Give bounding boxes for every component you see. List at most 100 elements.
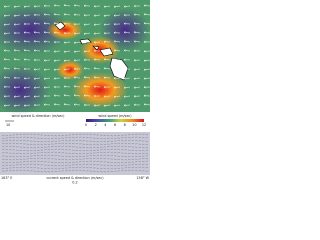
current-arrow	[82, 170, 86, 172]
current-arrow	[54, 167, 58, 170]
current-arrow	[1, 137, 5, 139]
current-arrow	[117, 167, 121, 169]
current-arrow	[5, 161, 9, 164]
current-arrow	[92, 164, 96, 166]
wind-arrow	[43, 31, 51, 34]
current-arrow	[15, 169, 19, 172]
wind-arrow	[143, 68, 151, 72]
current-arrow	[85, 160, 89, 163]
current-arrow	[124, 169, 128, 172]
current-arrow	[138, 133, 142, 136]
current-arrow	[57, 161, 61, 164]
current-arrow	[22, 166, 26, 169]
current-arrow	[75, 149, 79, 151]
wind-arrow	[113, 76, 121, 80]
high-wind-area	[56, 60, 84, 80]
current-arrow	[124, 158, 128, 161]
current-arrow	[43, 167, 47, 169]
current-arrow	[36, 164, 40, 166]
current-arrow	[71, 134, 75, 136]
current-arrow	[110, 164, 114, 167]
wind-arrow	[13, 67, 21, 70]
current-arrow	[141, 158, 145, 160]
current-arrow	[103, 149, 107, 151]
current-arrow	[124, 137, 128, 139]
current-arrow	[85, 133, 89, 136]
current-arrow	[75, 169, 79, 172]
current-arrow	[40, 140, 44, 143]
current-arrow	[1, 161, 5, 164]
current-arrow	[29, 143, 33, 145]
current-arrow	[75, 139, 79, 142]
current-arrow	[15, 155, 19, 158]
wind-arrow	[113, 22, 121, 26]
current-arrow	[110, 145, 114, 148]
wind-arrow	[143, 94, 151, 97]
current-arrow	[106, 167, 110, 170]
current-arrow	[57, 164, 61, 167]
current-arrow	[99, 143, 103, 146]
low-wind-area	[0, 5, 70, 55]
current-arrow	[127, 158, 131, 161]
current-arrow	[36, 157, 40, 160]
wind-arrow	[33, 86, 41, 89]
wind-arrow	[83, 67, 91, 70]
current-arrow	[64, 158, 68, 161]
wind-arrow	[93, 76, 101, 79]
current-arrow	[89, 167, 93, 169]
current-arrow	[36, 170, 40, 172]
current-arrow	[103, 164, 107, 166]
current-arrow	[29, 137, 33, 139]
wind-arrow	[143, 4, 151, 7]
current-arrow	[89, 163, 93, 166]
current-arrow	[134, 169, 138, 172]
current-arrow	[40, 143, 44, 146]
wind-arrow	[113, 48, 121, 52]
wind-arrow	[63, 50, 71, 53]
current-arrow	[54, 151, 58, 154]
page: wind speed & direction (m/sec) 10 wind s…	[0, 0, 151, 185]
wind-arrow	[63, 31, 71, 35]
current-arrow	[47, 154, 51, 157]
current-arrow	[75, 166, 79, 169]
current-arrow	[78, 136, 82, 139]
wind-arrow	[133, 59, 141, 62]
wind-arrow	[143, 31, 151, 34]
current-arrow	[145, 146, 149, 149]
wind-arrow	[33, 77, 41, 80]
current-arrow	[36, 140, 40, 143]
current-arrow	[50, 146, 54, 148]
current-arrow	[54, 161, 58, 163]
wind-arrow	[93, 41, 101, 44]
wind-arrow	[53, 94, 61, 97]
current-arrow	[99, 157, 103, 160]
wind-arrow	[63, 85, 71, 88]
current-arrow	[138, 136, 142, 139]
current-arrow	[85, 163, 89, 166]
colorbar-tick: 0	[85, 123, 87, 127]
current-arrow	[82, 152, 86, 155]
current-arrow	[43, 154, 47, 157]
wind-arrow	[113, 40, 121, 43]
wind-arrow	[93, 58, 101, 61]
wind-arrow	[33, 68, 41, 71]
wind-arrow	[103, 49, 111, 52]
wind-arrow	[103, 85, 111, 89]
current-arrow	[8, 142, 12, 145]
current-arrow	[1, 143, 5, 145]
wind-arrow	[23, 14, 31, 17]
current-arrow	[43, 140, 47, 143]
current-arrow	[96, 146, 100, 148]
current-arrow	[82, 136, 86, 139]
wind-arrow	[43, 40, 51, 43]
wind-arrow	[93, 23, 101, 27]
wind-arrow	[53, 85, 61, 89]
wind-arrow	[33, 95, 41, 98]
figure: wind speed & direction (m/sec) 10 wind s…	[0, 0, 151, 185]
current-arrow	[50, 134, 54, 137]
wind-arrow	[83, 4, 91, 7]
lon-left: 163° E	[1, 176, 12, 180]
current-arrow	[127, 161, 131, 163]
current-arrow	[145, 167, 149, 169]
wind-arrow	[3, 58, 11, 61]
